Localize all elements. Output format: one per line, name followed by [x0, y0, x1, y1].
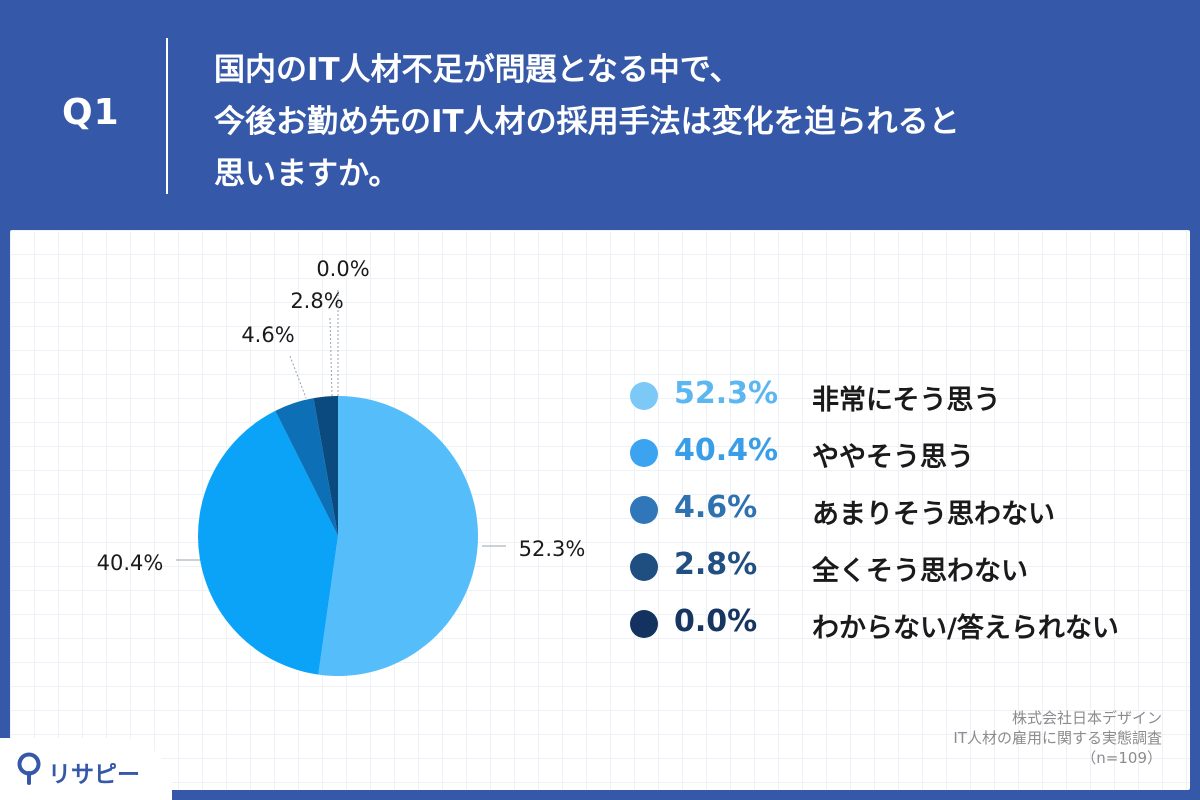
legend-label: ややそう思う — [812, 442, 974, 473]
pin-icon — [17, 752, 41, 785]
legend-percent: 52.3% — [674, 376, 779, 411]
legend-percent: 40.4% — [674, 433, 779, 468]
source-company: 株式会社日本デザイン — [1011, 709, 1162, 727]
legend-percent: 0.0% — [674, 604, 758, 639]
pie-slice — [313, 396, 338, 536]
legend-percent: 2.8% — [674, 547, 758, 582]
slice-data-label: 40.4% — [97, 551, 164, 575]
question-text: 国内のIT人材不足が問題となる中で、 今後お勤め先のIT人材の採用手法は変化を迫… — [214, 44, 1154, 200]
legend-percent: 4.6% — [674, 490, 758, 525]
legend-item: 0.0% わからない/答えられない — [622, 598, 1182, 655]
legend-dot — [630, 610, 658, 638]
source-sample: （n=109） — [1081, 749, 1162, 767]
logo-text: リサピー — [48, 762, 140, 788]
slice-data-label: 4.6% — [241, 323, 294, 347]
source-survey: IT人材の雇用に関する実態調査 — [953, 729, 1162, 747]
pie-slice — [198, 410, 338, 675]
legend-label: 全くそう思わない — [812, 556, 1028, 587]
legend-dot — [630, 382, 658, 410]
leader-line — [289, 355, 307, 399]
chart-panel: 52.3% 40.4% 4.6% 2.8% 0.0% 52.3% 非常にそう思う 40.… — [10, 230, 1190, 790]
chart-legend: 52.3% 非常にそう思う 40.4% ややそう思う 4.6% あまりそう思わな… — [622, 370, 1182, 655]
legend-label: 非常にそう思う — [812, 385, 1001, 416]
legend-label: あまりそう思わない — [812, 499, 1055, 530]
question-line-1: 国内のIT人材不足が問題となる中で、 — [214, 52, 741, 88]
question-line-3: 思いますか。 — [214, 156, 400, 192]
pie-slice — [318, 396, 478, 676]
pie-slice — [275, 398, 338, 536]
question-line-2: 今後お勤め先のIT人材の採用手法は変化を迫られると — [214, 104, 960, 140]
question-header: Q1 国内のIT人材不足が問題となる中で、 今後お勤め先のIT人材の採用手法は変… — [0, 0, 1200, 228]
legend-dot — [630, 439, 658, 467]
legend-label: わからない/答えられない — [812, 613, 1119, 644]
slice-data-label: 52.3% — [519, 537, 586, 561]
question-number: Q1 — [62, 92, 120, 133]
legend-item: 2.8% 全くそう思わない — [622, 541, 1182, 598]
header-divider — [166, 38, 168, 194]
legend-dot — [630, 553, 658, 581]
pie-chart: 52.3% 40.4% 4.6% 2.8% 0.0% — [97, 257, 586, 676]
source-note: 株式会社日本デザイン IT人材の雇用に関する実態調査 （n=109） — [953, 708, 1162, 768]
slice-data-label: 0.0% — [316, 257, 369, 281]
leader-line — [329, 317, 333, 397]
brand-logo: リサピー — [0, 738, 172, 800]
legend-item: 52.3% 非常にそう思う — [622, 370, 1182, 427]
legend-item: 40.4% ややそう思う — [622, 427, 1182, 484]
slice-data-label: 2.8% — [290, 289, 343, 313]
legend-dot — [630, 496, 658, 524]
legend-item: 4.6% あまりそう思わない — [622, 484, 1182, 541]
